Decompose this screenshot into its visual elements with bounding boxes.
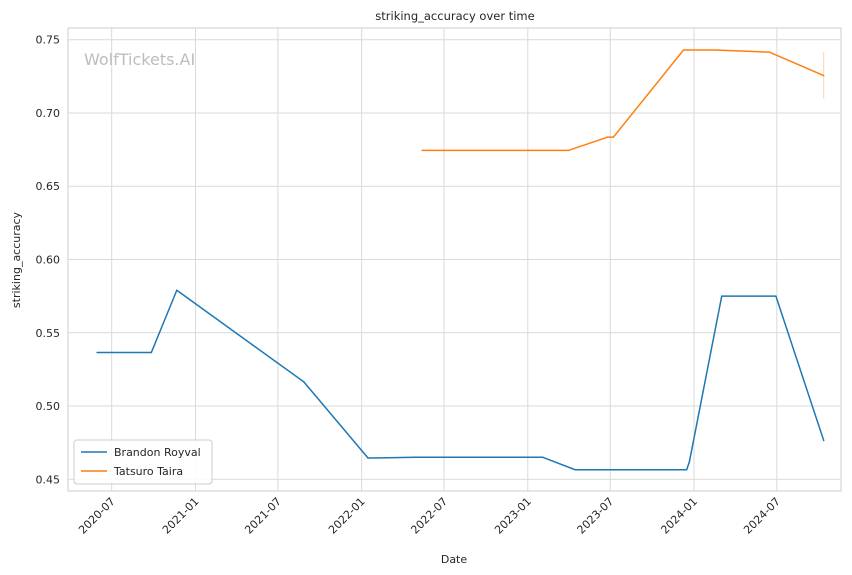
data-point-tatsuro-taira: [714, 49, 717, 51]
data-point-brandon-royval: [415, 456, 417, 459]
y-tick-label: 0.60: [36, 254, 61, 267]
x-tick-label: 2022-07: [408, 495, 450, 537]
series-layer: [96, 49, 825, 471]
data-point-brandon-royval: [150, 351, 153, 354]
data-point-brandon-royval: [688, 460, 691, 463]
data-point-brandon-royval: [96, 351, 98, 354]
data-point-tatsuro-taira: [822, 74, 825, 77]
data-point-brandon-royval: [574, 469, 576, 471]
legend-label-brandon-royval: Brandon Royval: [114, 446, 201, 459]
plot-area: WolfTickets.AI: [67, 27, 842, 492]
watermark: WolfTickets.AI: [84, 50, 195, 69]
y-axis-title: striking_accuracy: [10, 211, 23, 308]
y-tick-label: 0.65: [36, 180, 61, 193]
x-tick-label: 2023-07: [575, 495, 617, 537]
data-point-brandon-royval: [720, 295, 723, 297]
y-tick-label: 0.55: [36, 327, 61, 340]
x-gridlines: [111, 28, 778, 491]
data-point-brandon-royval: [542, 456, 544, 459]
y-tick-label: 0.50: [36, 400, 61, 413]
legend-box: [73, 439, 213, 485]
data-point-tatsuro-taira: [606, 136, 609, 138]
x-tick-label: 2021-07: [242, 495, 284, 537]
x-tick-labels: 2020-07 2021-01 2021-07 2022-01 2022-07 2023-…: [76, 495, 783, 537]
data-point-brandon-royval: [775, 295, 777, 297]
data-point-tatsuro-taira: [682, 49, 685, 51]
y-tick-label: 0.45: [36, 473, 61, 486]
data-point-tatsuro-taira: [421, 149, 423, 152]
x-tick-label: 2024-01: [658, 495, 700, 537]
x-tick-label: 2024-07: [741, 495, 783, 537]
data-point-tatsuro-taira: [768, 51, 771, 53]
data-point-tatsuro-taira: [612, 136, 615, 138]
data-point-brandon-royval: [303, 381, 305, 383]
x-axis-title: Date: [441, 553, 468, 566]
x-tick-label: 2021-01: [160, 495, 202, 537]
x-tick-label: 2020-07: [76, 495, 118, 537]
y-tick-label: 0.70: [36, 107, 61, 120]
data-point-brandon-royval: [176, 289, 178, 292]
data-point-tatsuro-taira: [568, 149, 570, 152]
legend-label-tatsuro-taira: Tatsuro Taira: [113, 465, 183, 478]
y-tick-labels: 0.45 0.50 0.55 0.60 0.65 0.70 0.75: [36, 34, 61, 487]
data-point-brandon-royval: [822, 439, 825, 442]
data-point-brandon-royval: [685, 469, 688, 471]
chart-title: striking_accuracy over time: [375, 9, 534, 23]
x-tick-label: 2023-01: [492, 495, 534, 537]
x-tick-label: 2022-01: [326, 495, 368, 537]
series-line-tatsuro-taira: [422, 49, 824, 152]
legend: Brandon Royval Tatsuro Taira: [73, 439, 213, 485]
y-tick-label: 0.75: [36, 34, 61, 47]
data-point-brandon-royval: [367, 457, 369, 459]
